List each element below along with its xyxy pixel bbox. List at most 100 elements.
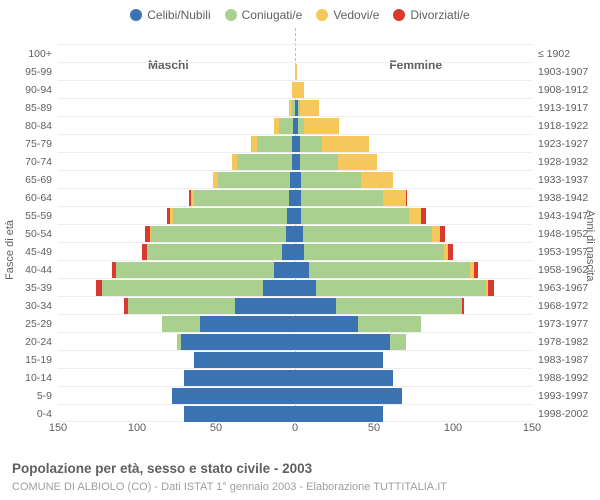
x-tick-label: 100 — [444, 422, 462, 434]
bar-segment — [295, 262, 309, 278]
x-tick-label: 50 — [368, 422, 380, 434]
age-label: 80-84 — [12, 117, 52, 135]
legend-item: Celibi/Nubili — [130, 8, 210, 22]
legend-label: Vedovi/e — [333, 8, 379, 22]
bar-segment — [295, 244, 304, 260]
female-bar — [295, 100, 319, 116]
pyramid-row: 100+≤ 1902 — [58, 44, 532, 62]
pyramid-chart: Maschi Femmine 100+≤ 190295-991903-19079… — [58, 28, 532, 422]
bar-segment — [409, 208, 422, 224]
bar-segment — [147, 244, 283, 260]
pyramid-row: 25-291973-1977 — [58, 314, 532, 332]
bar-segment — [295, 316, 358, 332]
bar-segment — [295, 352, 383, 368]
bar-segment — [301, 172, 361, 188]
age-label: 90-94 — [12, 81, 52, 99]
age-label: 25-29 — [12, 315, 52, 333]
male-bar — [145, 226, 295, 242]
birth-year-label: 1958-1962 — [538, 261, 596, 279]
bar-segment — [309, 262, 470, 278]
bar-segment — [448, 244, 453, 260]
pyramid-row: 15-191983-1987 — [58, 350, 532, 368]
bar-segment — [102, 280, 263, 296]
female-bar — [295, 280, 494, 296]
bar-segment — [316, 280, 487, 296]
birth-year-label: 1973-1977 — [538, 315, 596, 333]
birth-year-label: 1963-1967 — [538, 279, 596, 297]
age-label: 30-34 — [12, 297, 52, 315]
legend-item: Vedovi/e — [316, 8, 379, 22]
bar-segment — [358, 316, 421, 332]
bar-segment — [194, 190, 289, 206]
bar-segment — [116, 262, 274, 278]
female-bar — [295, 208, 426, 224]
pyramid-row: 35-391963-1967 — [58, 278, 532, 296]
chart-title: Popolazione per età, sesso e stato civil… — [12, 461, 312, 476]
bar-segment — [440, 226, 445, 242]
birth-year-label: 1968-1972 — [538, 297, 596, 315]
bar-segment — [181, 334, 295, 350]
bar-segment — [237, 154, 292, 170]
birth-year-label: 1928-1932 — [538, 153, 596, 171]
female-bar — [295, 172, 393, 188]
legend-item: Divorziati/e — [393, 8, 469, 22]
bar-segment — [194, 352, 295, 368]
pyramid-row: 95-991903-1907 — [58, 62, 532, 80]
age-label: 60-64 — [12, 189, 52, 207]
female-bar — [295, 118, 339, 134]
age-label: 70-74 — [12, 153, 52, 171]
pyramid-row: 10-141988-1992 — [58, 368, 532, 386]
age-label: 50-54 — [12, 225, 52, 243]
birth-year-label: 1918-1922 — [538, 117, 596, 135]
legend-swatch — [393, 9, 405, 21]
bar-segment — [301, 190, 383, 206]
pyramid-row: 30-341968-1972 — [58, 296, 532, 314]
age-label: 10-14 — [12, 369, 52, 387]
bar-segment — [432, 226, 440, 242]
male-bar — [184, 370, 295, 386]
female-bar — [295, 334, 406, 350]
bar-segment — [295, 64, 297, 80]
legend-swatch — [225, 9, 237, 21]
bar-segment — [488, 280, 494, 296]
bar-segment — [200, 316, 295, 332]
age-label: 35-39 — [12, 279, 52, 297]
female-bar — [295, 82, 304, 98]
female-bar — [295, 64, 297, 80]
age-label: 75-79 — [12, 135, 52, 153]
male-bar — [96, 280, 295, 296]
pyramid-row: 0-41998-2002 — [58, 404, 532, 422]
bar-segment — [263, 280, 295, 296]
age-label: 40-44 — [12, 261, 52, 279]
bar-segment — [300, 136, 322, 152]
pyramid-row: 60-641938-1942 — [58, 188, 532, 206]
bar-segment — [279, 118, 293, 134]
female-bar — [295, 316, 421, 332]
age-label: 45-49 — [12, 243, 52, 261]
age-label: 65-69 — [12, 171, 52, 189]
female-bar — [295, 244, 453, 260]
female-bar — [295, 226, 445, 242]
chart-source: COMUNE DI ALBIOLO (CO) - Dati ISTAT 1° g… — [12, 481, 447, 493]
bar-segment — [421, 208, 426, 224]
bar-segment — [257, 136, 292, 152]
pyramid-row: 45-491953-1957 — [58, 242, 532, 260]
age-label: 95-99 — [12, 63, 52, 81]
bar-segment — [304, 118, 339, 134]
birth-year-label: 1938-1942 — [538, 189, 596, 207]
bar-segment — [300, 100, 319, 116]
bar-segment — [295, 370, 393, 386]
bar-segment — [295, 388, 402, 404]
bar-segment — [184, 406, 295, 422]
legend-swatch — [130, 9, 142, 21]
male-bar — [194, 352, 295, 368]
bar-segment — [184, 370, 295, 386]
bar-segment — [300, 154, 338, 170]
x-tick-label: 150 — [49, 422, 67, 434]
bar-segment — [287, 208, 295, 224]
age-label: 15-19 — [12, 351, 52, 369]
age-label: 20-24 — [12, 333, 52, 351]
x-tick-label: 100 — [128, 422, 146, 434]
pyramid-row: 80-841918-1922 — [58, 116, 532, 134]
age-label: 100+ — [12, 45, 52, 63]
